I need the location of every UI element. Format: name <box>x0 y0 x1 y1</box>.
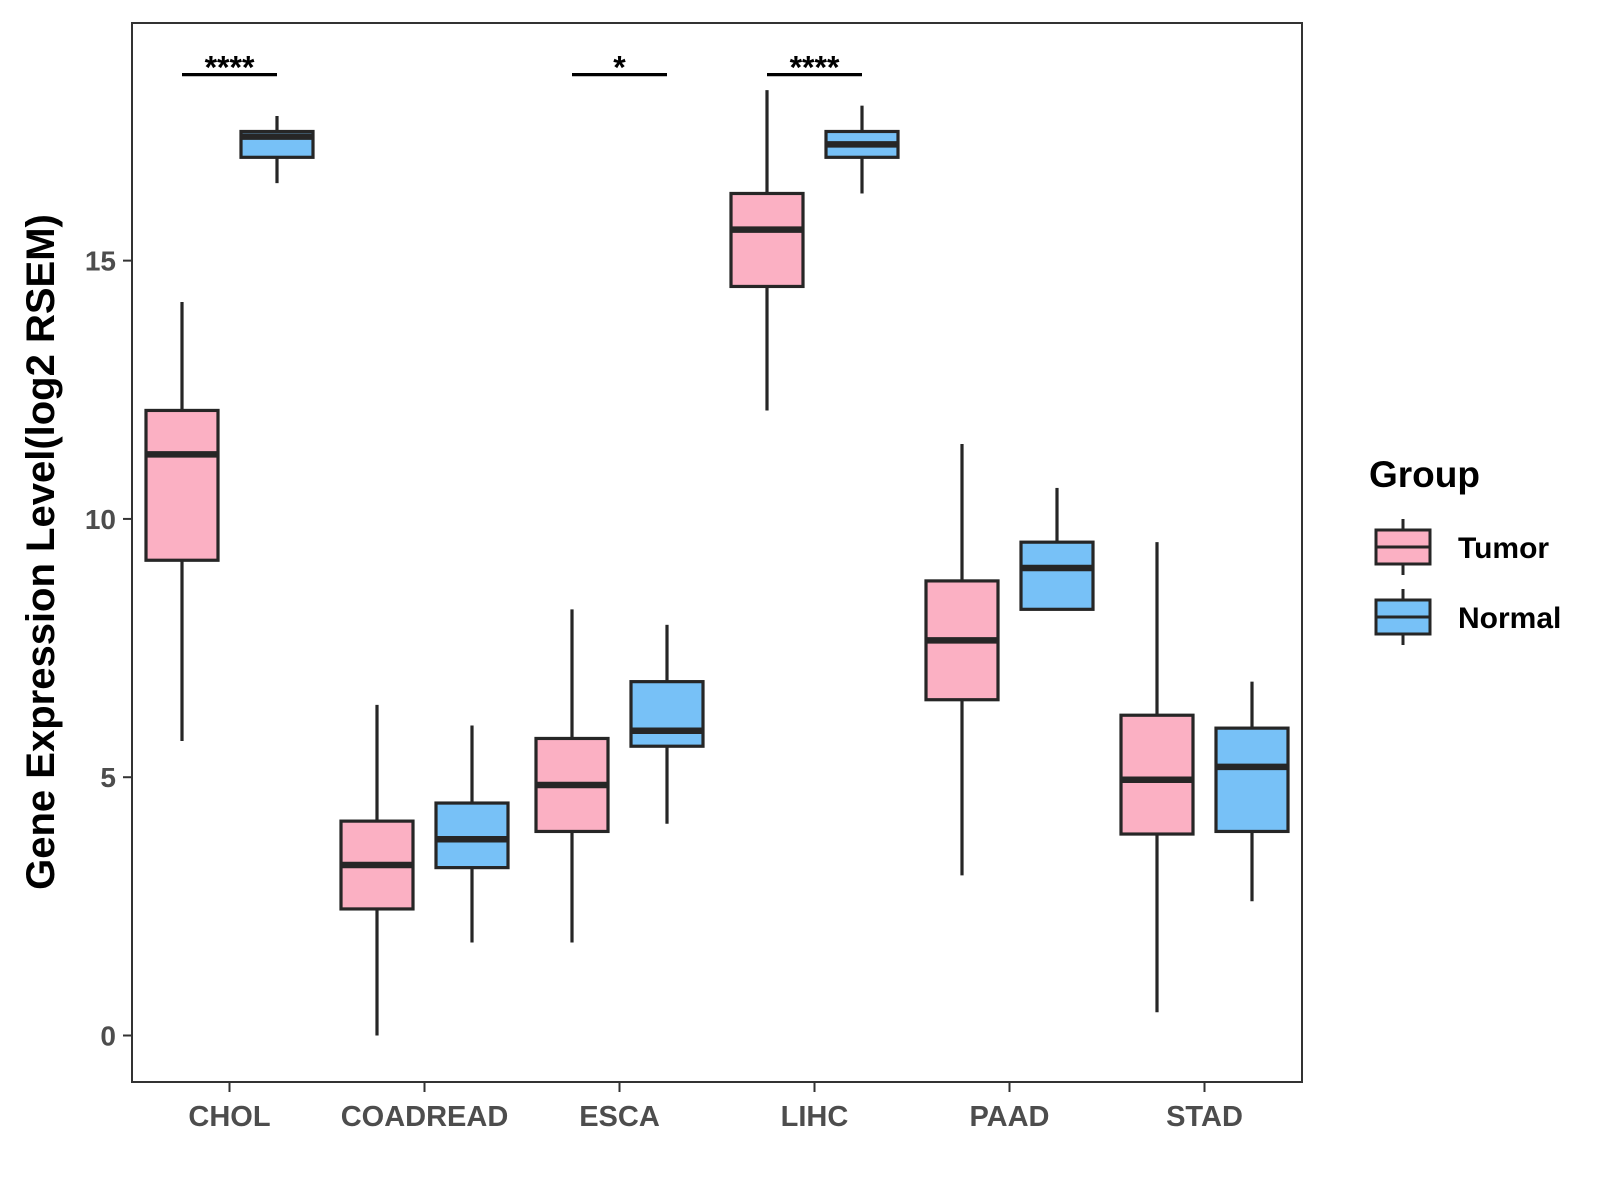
y-tick-label: 10 <box>85 504 116 535</box>
panel-border <box>131 22 1303 1083</box>
legend-title: Group <box>1369 454 1480 495</box>
legend-label-normal: Normal <box>1458 602 1561 635</box>
significance-layer: **** * **** <box>182 50 862 86</box>
box-normal-coadread <box>434 725 510 943</box>
x-tick-label: CHOL <box>188 1101 270 1133</box>
box-tumor-stad <box>1119 542 1195 1013</box>
x-tick-label: LIHC <box>781 1101 849 1133</box>
y-axis: 0 5 10 15 <box>85 246 132 1052</box>
boxes-layer <box>144 90 1290 1036</box>
box-tumor-chol <box>144 301 220 742</box>
legend-key-normal <box>1374 589 1432 645</box>
box-iqr <box>729 191 805 289</box>
x-axis: CHOL COADREAD ESCA LIHC PAAD STAD <box>188 1082 1243 1133</box>
box-tumor-esca <box>534 609 610 943</box>
y-tick-label: 15 <box>85 246 116 277</box>
box-tumor-lihc <box>729 90 805 411</box>
box-normal-chol <box>239 115 315 184</box>
significance-label: * <box>613 50 626 86</box>
box-normal-stad <box>1214 681 1290 902</box>
y-tick-label: 0 <box>100 1021 116 1052</box>
box-iqr <box>1119 713 1195 836</box>
x-tick-label: STAD <box>1166 1101 1243 1133</box>
significance-label: **** <box>205 50 255 86</box>
box-normal-esca <box>629 624 705 824</box>
x-tick-label: PAAD <box>969 1101 1049 1133</box>
legend: Group Tumor Normal <box>1369 454 1561 645</box>
legend-key-tumor <box>1374 519 1432 575</box>
x-tick-label: ESCA <box>579 1101 660 1133</box>
box-iqr <box>1019 540 1095 611</box>
y-tick-label: 5 <box>100 762 116 793</box>
box-normal-paad <box>1019 487 1095 611</box>
box-iqr <box>434 801 510 870</box>
significance-label: **** <box>790 50 840 86</box>
box-iqr <box>1214 726 1290 834</box>
x-tick-label: COADREAD <box>341 1101 509 1133</box>
legend-label-tumor: Tumor <box>1458 532 1549 565</box>
box-tumor-coadread <box>339 704 415 1036</box>
box-normal-lihc <box>824 105 900 194</box>
box-tumor-paad <box>924 444 1000 876</box>
y-axis-title: Gene Expression Level(log2 RSEM) <box>19 214 63 890</box>
box-iqr <box>144 408 220 562</box>
box-iqr <box>629 680 705 748</box>
